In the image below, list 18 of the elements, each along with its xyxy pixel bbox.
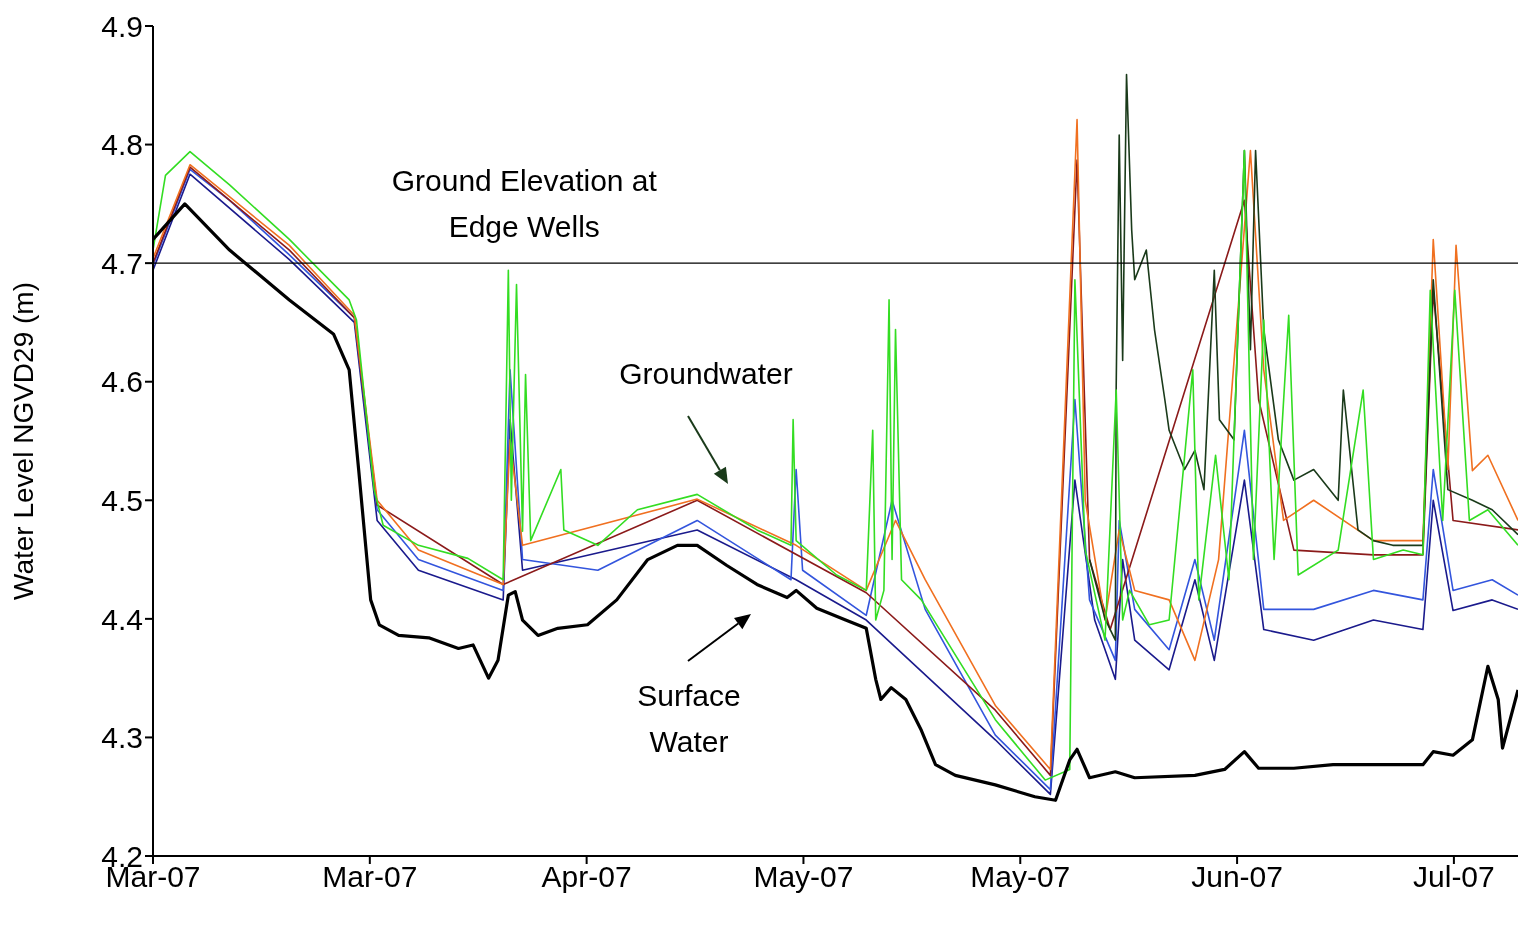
y-tick-label: 4.4	[101, 602, 143, 636]
y-tick-label: 4.9	[101, 9, 143, 43]
ref-line-label: Ground Elevation at Edge Wells	[391, 164, 658, 244]
y-tick-label: 4.8	[101, 128, 143, 162]
annotation: Groundwater	[619, 357, 793, 390]
y-tick-label: 4.7	[101, 246, 143, 280]
y-tick-label: 4.5	[101, 483, 143, 517]
x-tick-label: May-07	[970, 860, 1071, 894]
x-tick-label: May-07	[753, 860, 854, 894]
x-tick-label: Jul-07	[1413, 860, 1495, 894]
y-axis-title: Water Level NGVD29 (m)	[7, 282, 39, 600]
x-tick-label: Mar-07	[322, 860, 418, 894]
y-tick-label: 4.3	[101, 721, 143, 755]
annotation: Surface Water	[637, 679, 741, 758]
x-tick-label: Jun-07	[1191, 860, 1283, 894]
line-series	[1088, 73, 1518, 641]
x-tick-label: Apr-07	[541, 860, 632, 894]
y-tick-label: 4.6	[101, 365, 143, 399]
